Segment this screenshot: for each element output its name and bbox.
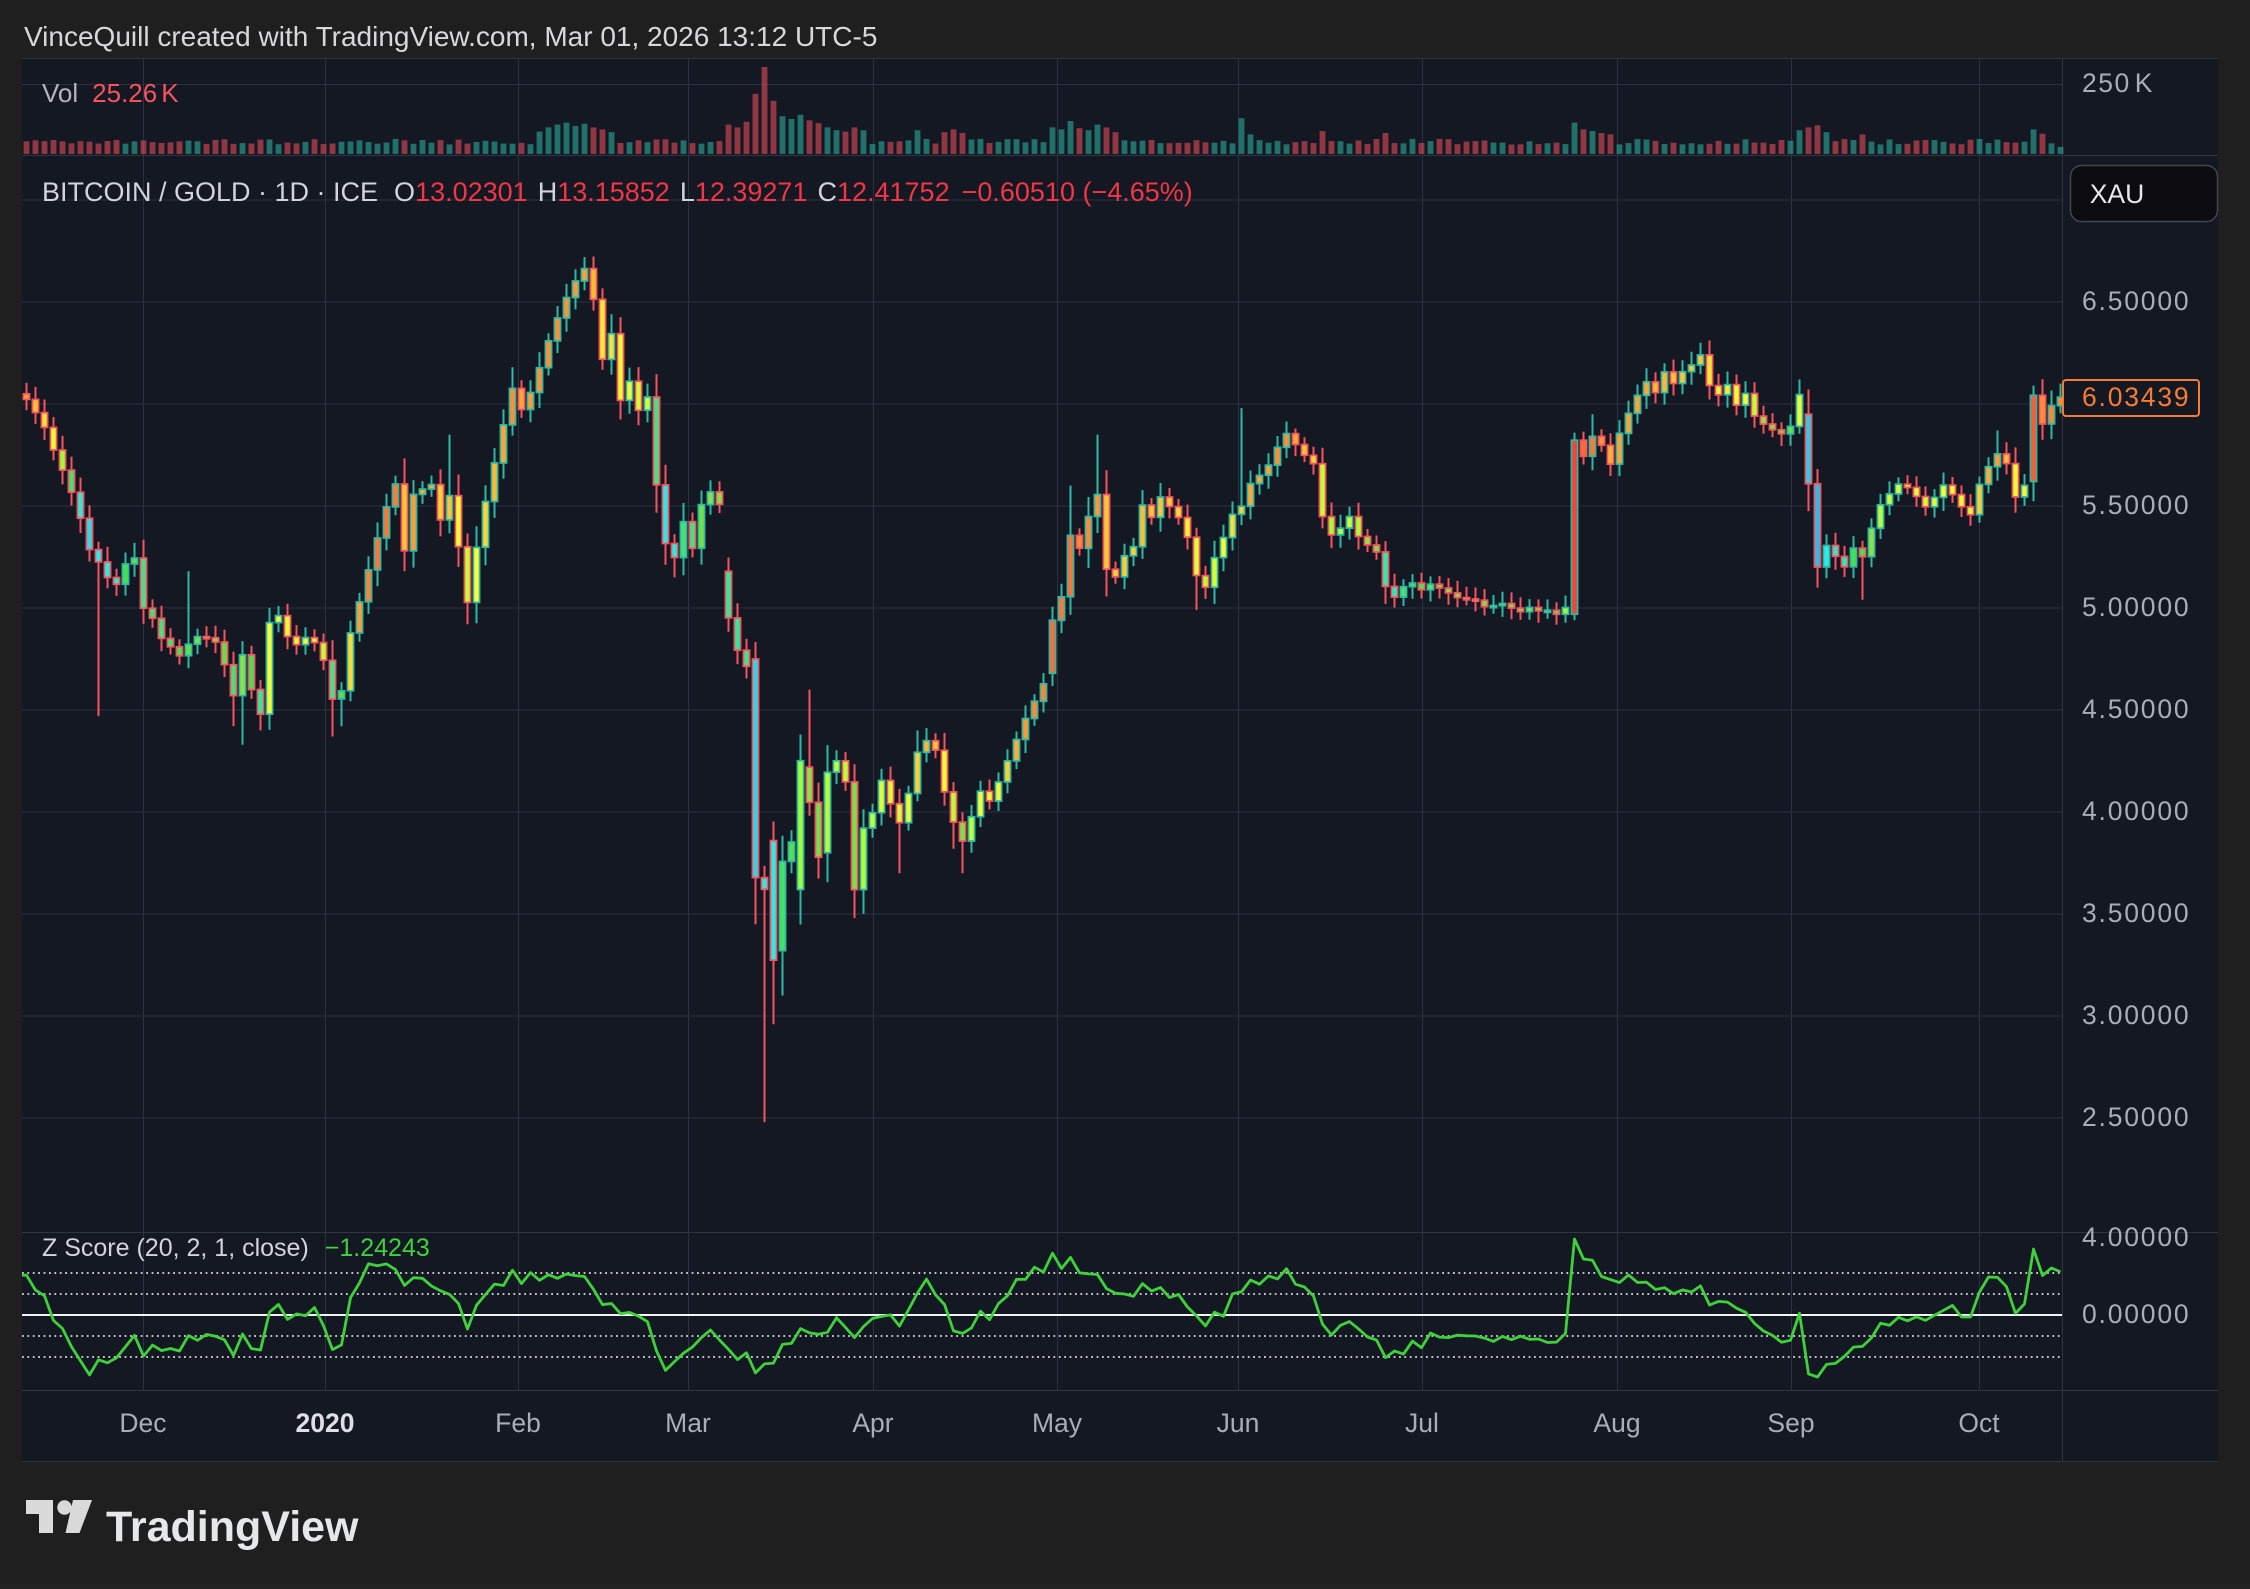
- svg-text:XAU: XAU: [2090, 179, 2145, 209]
- svg-text:Jul: Jul: [1405, 1408, 1439, 1438]
- svg-text:Jun: Jun: [1217, 1408, 1260, 1438]
- svg-text:4.00000: 4.00000: [2082, 1222, 2190, 1252]
- svg-text:0.00000: 0.00000: [2082, 1299, 2190, 1329]
- svg-text:TradingView: TradingView: [106, 1503, 359, 1551]
- svg-text:3.00000: 3.00000: [2082, 1000, 2190, 1030]
- svg-text:Apr: Apr: [852, 1408, 893, 1438]
- svg-text:6.03439: 6.03439: [2082, 382, 2190, 412]
- svg-text:VinceQuill created with Tradin: VinceQuill created with TradingView.com,…: [24, 21, 877, 52]
- svg-text:Feb: Feb: [495, 1408, 541, 1438]
- svg-text:5.00000: 5.00000: [2082, 592, 2190, 622]
- svg-text:2020: 2020: [296, 1408, 355, 1438]
- svg-text:Aug: Aug: [1593, 1408, 1640, 1438]
- svg-text:Oct: Oct: [1958, 1408, 2000, 1438]
- svg-text:Mar: Mar: [665, 1408, 711, 1438]
- svg-text:3.50000: 3.50000: [2082, 898, 2190, 928]
- svg-text:May: May: [1032, 1408, 1083, 1438]
- svg-text:2.50000: 2.50000: [2082, 1102, 2190, 1132]
- svg-text:Dec: Dec: [119, 1408, 166, 1438]
- svg-text:Sep: Sep: [1767, 1408, 1814, 1438]
- svg-text:5.50000: 5.50000: [2082, 490, 2190, 520]
- svg-text:4.00000: 4.00000: [2082, 796, 2190, 826]
- svg-text:4.50000: 4.50000: [2082, 694, 2190, 724]
- svg-text:Z Score (20, 2, 1, close)−1.24: Z Score (20, 2, 1, close) −1.24243: [42, 1234, 430, 1262]
- svg-text:6.50000: 6.50000: [2082, 286, 2190, 316]
